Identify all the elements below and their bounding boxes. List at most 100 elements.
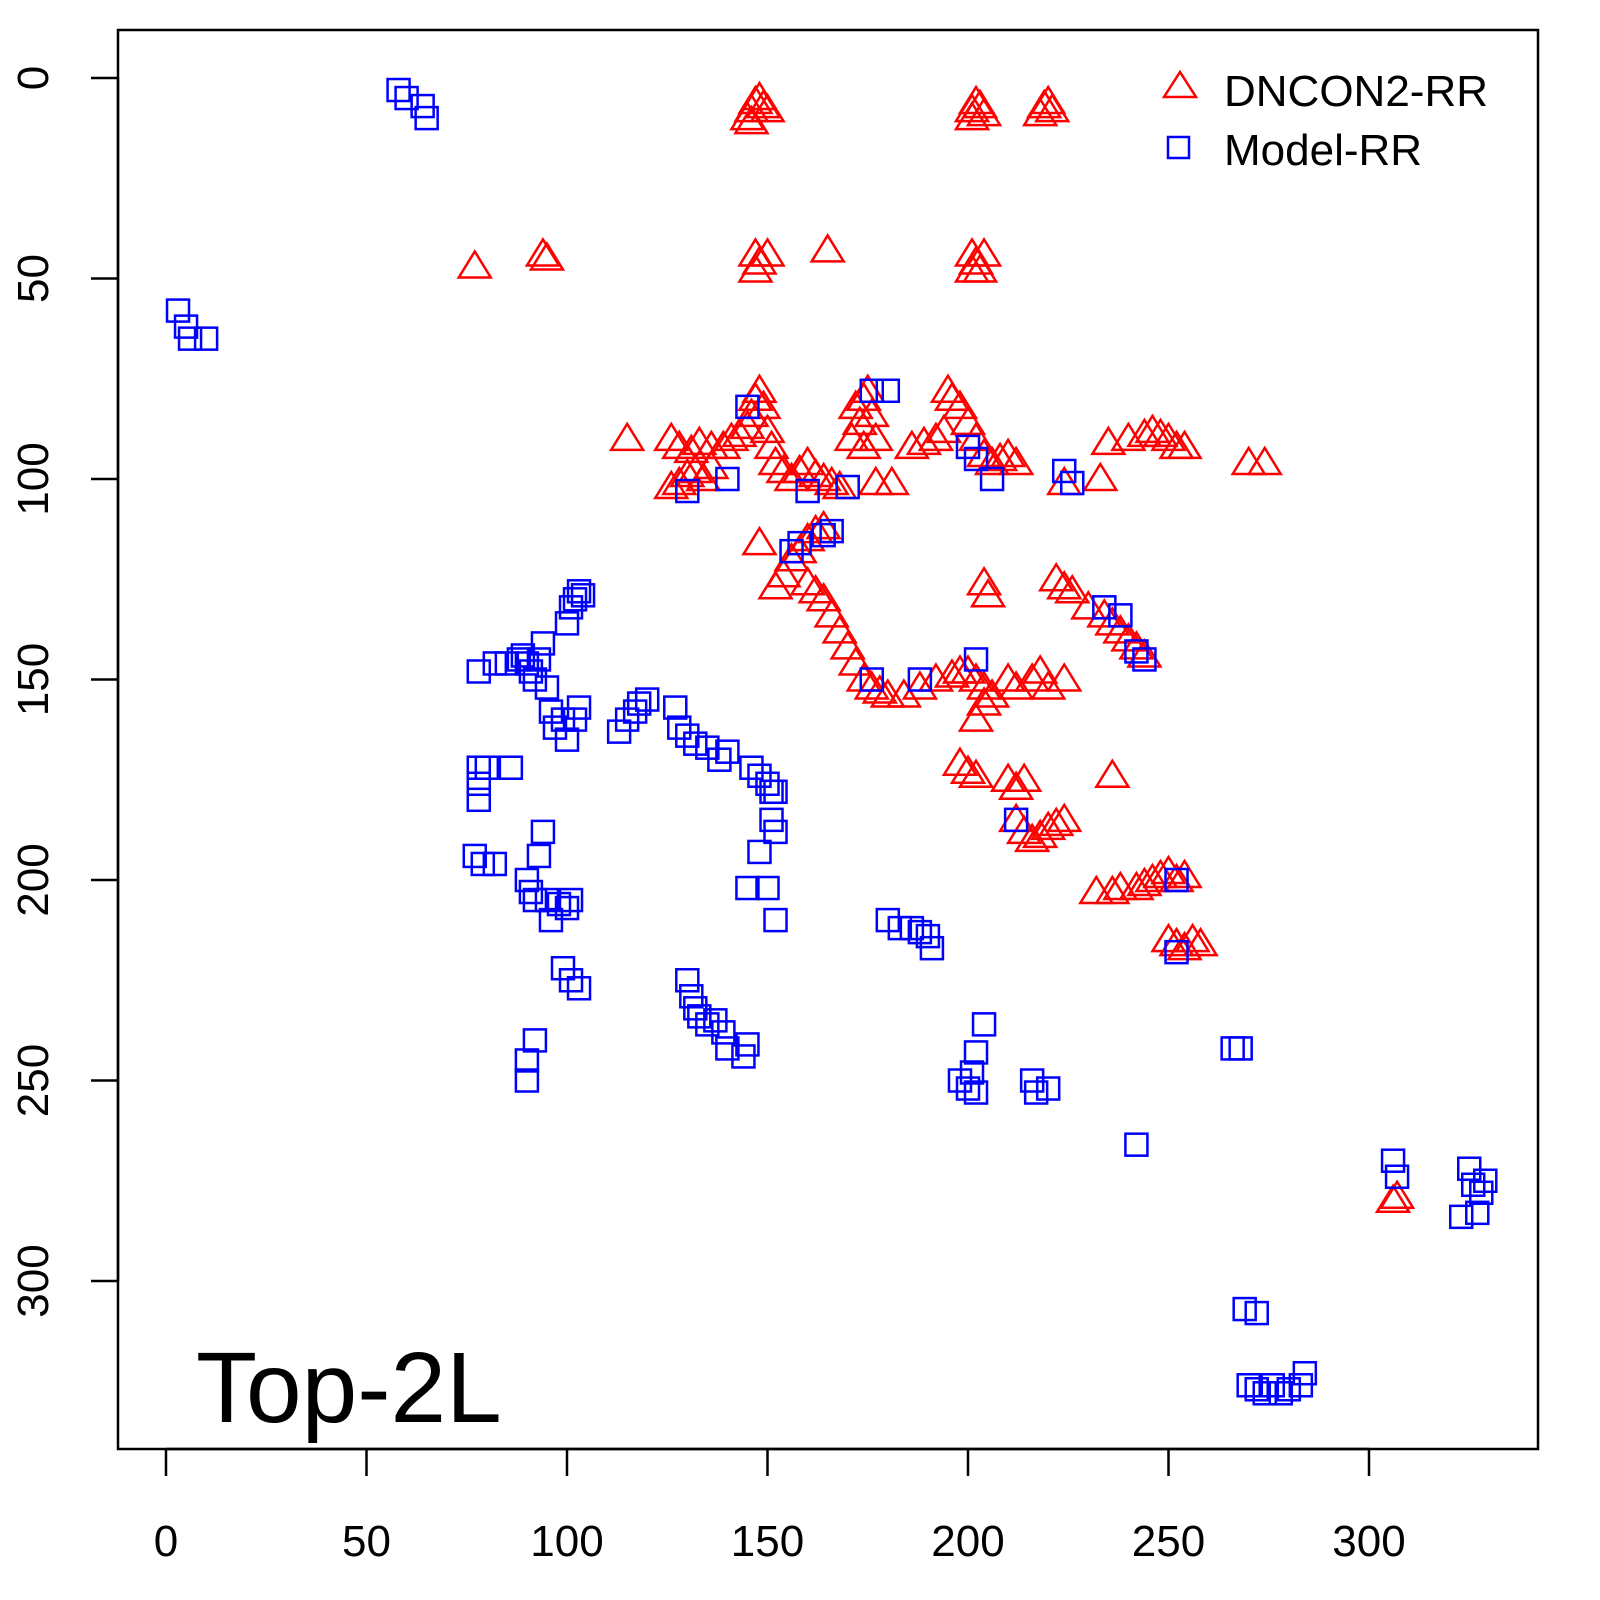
- model-rr-point: [979, 466, 1005, 492]
- model-rr-point: [1132, 647, 1157, 672]
- dncon2-rr-point: [973, 678, 1011, 708]
- model-rr-point: [558, 968, 584, 993]
- legend-triangle-icon: [1161, 69, 1199, 99]
- model-rr-point: [755, 875, 780, 901]
- model-rr-point: [1473, 1168, 1498, 1193]
- dncon2-rr-point: [953, 100, 991, 131]
- dncon2-rr-point: [953, 253, 991, 283]
- model-rr-point: [554, 727, 580, 752]
- dncon2-rr-point: [1029, 670, 1067, 700]
- model-rr-point: [514, 1068, 540, 1093]
- dncon2-rr-point: [805, 461, 842, 492]
- dncon2-rr-point: [789, 565, 826, 596]
- dncon2-rr-point: [741, 525, 778, 556]
- dncon2-rr-point: [1021, 654, 1059, 684]
- model-rr-point: [530, 631, 556, 656]
- model-rr-point: [859, 667, 885, 692]
- plot-frame: [116, 28, 1540, 1451]
- model-rr-point: [955, 1076, 981, 1101]
- dncon2-rr-point: [1094, 758, 1131, 788]
- model-rr-point: [1228, 1036, 1253, 1061]
- dncon2-rr-point: [797, 573, 834, 604]
- dncon2-rr-point: [853, 670, 890, 700]
- dncon2-rr-point: [1374, 1183, 1412, 1214]
- dncon2-rr-point: [608, 421, 646, 452]
- model-rr-point: [1092, 595, 1117, 620]
- x-tick-label: 300: [1332, 1517, 1405, 1566]
- legend-square-icon: [1166, 135, 1191, 160]
- dncon2-rr-point: [965, 686, 1003, 716]
- dncon2-rr-point: [969, 577, 1007, 608]
- model-rr-point: [498, 755, 524, 780]
- model-rr-point: [534, 675, 560, 700]
- y-tick-label: 200: [9, 843, 58, 916]
- legend: DNCON2-RR Model-RR: [1161, 67, 1488, 175]
- dncon2-rr-point: [773, 541, 810, 572]
- model-rr-point: [522, 1028, 548, 1053]
- dncon2-rr-point: [1166, 858, 1203, 889]
- x-tick-label: 50: [342, 1517, 391, 1566]
- model-rr-point: [462, 843, 488, 869]
- x-axis: 0 50 100 150 200 250 300: [154, 1447, 1406, 1566]
- dncon2-rr-point: [941, 746, 979, 776]
- x-tick-label: 100: [530, 1517, 603, 1566]
- model-rr-point: [1220, 1036, 1245, 1061]
- dncon2-rr-point: [885, 678, 923, 708]
- dncon2-rr-point: [809, 233, 846, 263]
- x-tick-label: 150: [731, 1517, 804, 1566]
- model-rr-point: [971, 1012, 997, 1037]
- dncon2-rr-point: [873, 465, 911, 496]
- dncon2-rr-point: [981, 441, 1019, 472]
- dncon2-rr-point: [653, 421, 690, 452]
- dncon2-rr-point: [528, 241, 566, 271]
- model-rr-point: [193, 326, 219, 351]
- model-rr-point: [1268, 1381, 1294, 1406]
- dncon2-rr-point: [1070, 589, 1107, 620]
- dncon2-rr-point: [1142, 417, 1179, 448]
- dncon2-rr-point: [989, 437, 1027, 468]
- y-tick-label: 250: [9, 1044, 58, 1117]
- dncon2-rr-point: [957, 662, 995, 692]
- dncon2-rr-point: [681, 425, 718, 456]
- dncon2-rr-point: [524, 237, 562, 267]
- model-rr-point: [554, 895, 580, 921]
- dncon2-rr-point: [1174, 922, 1211, 953]
- dncon2-rr-point: [1118, 630, 1155, 660]
- model-rr-point: [779, 538, 804, 564]
- model-rr-point: [963, 647, 989, 672]
- dncon2-rr-point: [1230, 445, 1267, 476]
- dncon2-rr-point: [1025, 88, 1063, 119]
- dncon2-rr-point: [737, 253, 774, 283]
- dncon2-rr-point: [813, 465, 850, 496]
- dncon2-rr-point: [933, 658, 971, 688]
- model-rr-point: [735, 394, 760, 420]
- dncon2-rr-point: [941, 389, 979, 420]
- dncon2-rr-point: [853, 397, 890, 428]
- dncon2-rr-point: [949, 405, 987, 436]
- dncon2-rr-point: [901, 670, 939, 700]
- model-rr-point: [634, 687, 660, 712]
- model-rr-point: [1164, 939, 1189, 965]
- model-rr-point: [165, 298, 191, 323]
- model-rr-point: [566, 579, 592, 604]
- model-rr-point: [386, 77, 411, 103]
- model-rr-point: [394, 85, 419, 111]
- y-tick-label: 100: [9, 442, 58, 515]
- dncon2-rr-point: [677, 453, 714, 484]
- dncon2-rr-point: [965, 565, 1003, 596]
- model-rr-point: [466, 755, 492, 780]
- model-rr-point: [562, 587, 588, 612]
- dncon2-rr-point: [965, 437, 1003, 468]
- panel-annotation: Top-2L: [196, 1332, 502, 1444]
- model-rr-point: [907, 667, 933, 692]
- model-rr-point: [963, 1080, 989, 1105]
- dncon2-rr-point: [757, 445, 794, 476]
- x-tick-label: 250: [1132, 1517, 1205, 1566]
- model-rr-point: [755, 771, 780, 797]
- dncon2-rr-point: [745, 389, 782, 420]
- dncon2-rr-point: [1102, 613, 1139, 644]
- dncon2-rr-point: [693, 449, 730, 480]
- model-rr-point: [739, 755, 764, 780]
- model-rr-point: [570, 583, 596, 608]
- dncon2-rr-point: [857, 465, 895, 496]
